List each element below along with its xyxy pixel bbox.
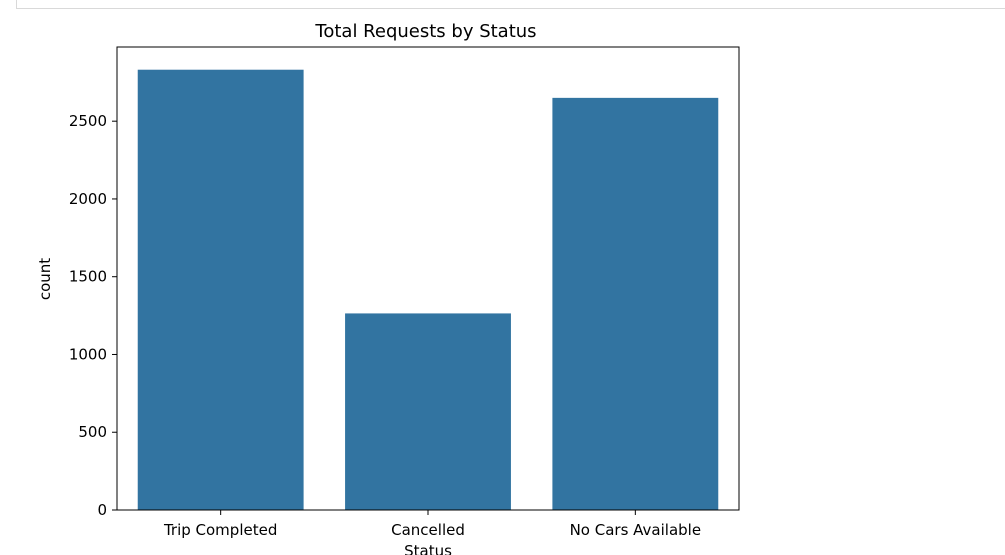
output-cell-border — [16, 0, 1005, 9]
chart-title: Total Requests by Status — [314, 21, 536, 42]
y-tick-label: 1500 — [69, 268, 107, 286]
y-tick-label: 2500 — [69, 112, 107, 130]
y-axis-ticks: 0 500 1000 1500 2000 2500 — [69, 112, 117, 519]
y-tick-label: 1000 — [69, 345, 107, 363]
y-tick-label: 0 — [97, 501, 107, 519]
y-axis-label: count — [36, 258, 54, 300]
x-axis-label: Status — [404, 542, 452, 555]
x-axis-ticks: Trip Completed Cancelled No Cars Available — [163, 510, 701, 539]
bar-no-cars-available — [552, 97, 719, 511]
x-tick-label: No Cars Available — [570, 521, 701, 539]
x-tick-label: Cancelled — [391, 521, 465, 539]
bar-trip-completed — [137, 69, 304, 511]
bars-group — [137, 69, 719, 511]
x-tick-label: Trip Completed — [163, 521, 277, 539]
bar-cancelled — [345, 313, 511, 510]
y-tick-label: 500 — [78, 423, 107, 441]
y-tick-label: 2000 — [69, 190, 107, 208]
